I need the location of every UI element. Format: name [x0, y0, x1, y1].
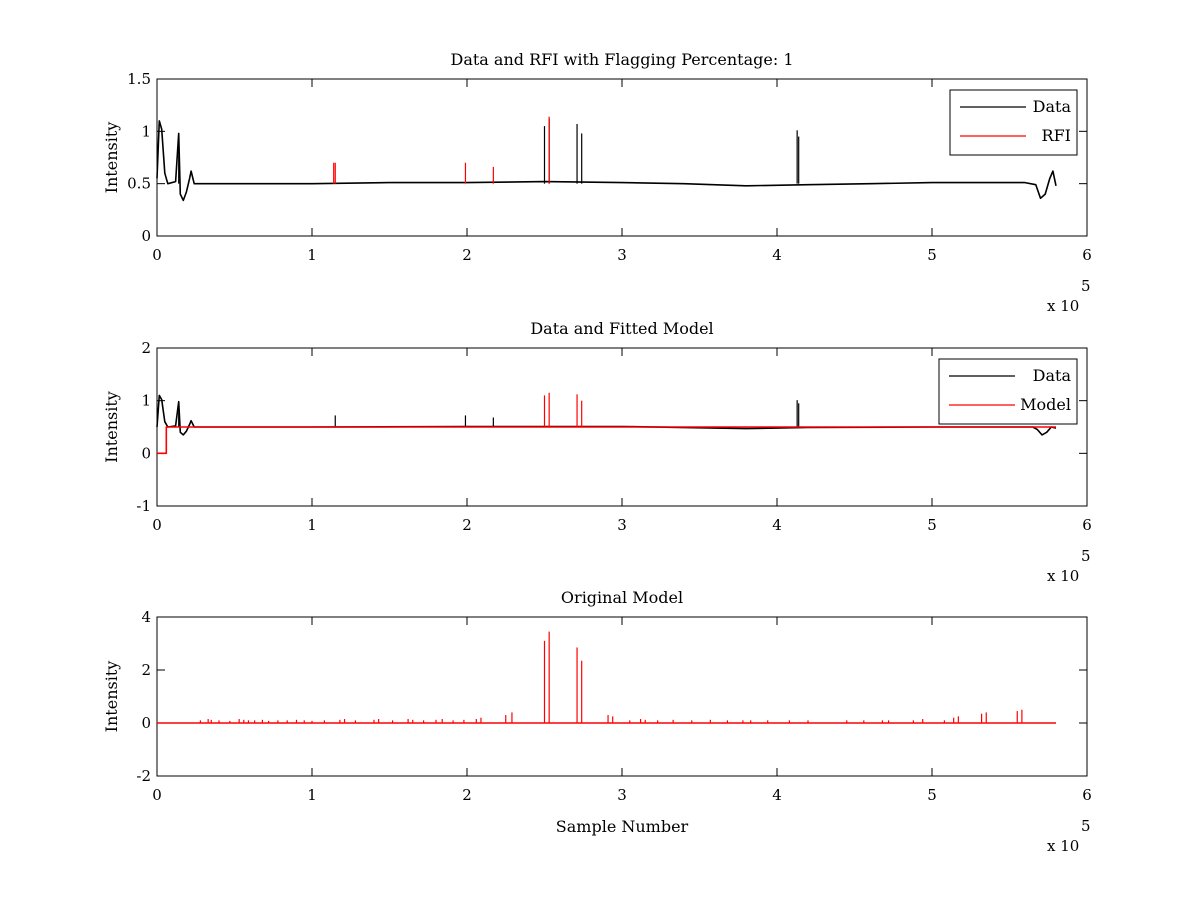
- y-axis-label: Intensity: [102, 122, 121, 194]
- y-tick-label: 2: [141, 661, 151, 679]
- chart-title: Data and Fitted Model: [530, 319, 713, 338]
- y-tick-label: 0: [141, 714, 151, 732]
- series-line-2: [157, 426, 1056, 455]
- legend-label: Data: [1033, 366, 1072, 385]
- x-tick-label: 3: [617, 516, 627, 534]
- x-tick-label: 3: [617, 786, 627, 804]
- y-tick-label: 2: [141, 339, 151, 357]
- y-tick-label: 0: [141, 444, 151, 462]
- x-tick-label: 0: [152, 246, 162, 264]
- x-axis-label: Sample Number: [556, 817, 689, 836]
- legend-label: RFI: [1042, 126, 1071, 145]
- chart-title: Original Model: [561, 588, 683, 607]
- x-tick-label: 6: [1082, 246, 1092, 264]
- x-tick-label: 1: [307, 246, 317, 264]
- legend-box: [938, 358, 1078, 425]
- x-tick-label: 6: [1082, 516, 1092, 534]
- x-multiplier-label: x 10: [1047, 297, 1079, 315]
- x-multiplier-label: x 10: [1047, 837, 1079, 855]
- series-line-1: [156, 120, 1057, 202]
- x-tick-label: 1: [307, 786, 317, 804]
- legend-label: Data: [1033, 97, 1072, 116]
- legend: Data RFI: [949, 89, 1078, 156]
- axes-box: [156, 616, 1088, 777]
- legend-label: Model: [1020, 395, 1071, 414]
- x-tick-label: 5: [927, 246, 937, 264]
- x-tick-label: 4: [772, 246, 782, 264]
- y-tick-label: -2: [136, 767, 151, 785]
- x-tick-label: 1: [307, 516, 317, 534]
- x-tick-label: 4: [772, 786, 782, 804]
- y-tick-label: 1.5: [127, 70, 151, 88]
- x-tick-label: 2: [462, 246, 472, 264]
- axes-box: [156, 78, 1088, 237]
- x-tick-label: 5: [927, 786, 937, 804]
- x-multiplier-exponent: 5: [1081, 817, 1091, 835]
- y-axis-label: Intensity: [102, 391, 121, 463]
- x-tick-label: 2: [462, 516, 472, 534]
- x-tick-label: 2: [462, 786, 472, 804]
- y-tick-label: 1: [141, 122, 151, 140]
- y-tick-label: 0.5: [127, 175, 151, 193]
- x-tick-label: 4: [772, 516, 782, 534]
- y-axis-label: Intensity: [102, 661, 121, 733]
- x-tick-label: 3: [617, 246, 627, 264]
- legend-box: [949, 89, 1078, 156]
- y-tick-label: 0: [141, 227, 151, 245]
- legend: Data Model: [938, 358, 1078, 425]
- chart-title: Data and RFI with Flagging Percentage: 1: [450, 50, 793, 69]
- y-tick-label: 4: [141, 608, 151, 626]
- y-tick-label: -1: [136, 497, 151, 515]
- x-tick-label: 0: [152, 786, 162, 804]
- y-tick-label: 1: [141, 392, 151, 410]
- x-multiplier-exponent: 5: [1081, 277, 1091, 295]
- x-multiplier-exponent: 5: [1081, 547, 1091, 565]
- x-multiplier-label: x 10: [1047, 567, 1079, 585]
- x-tick-label: 5: [927, 516, 937, 534]
- x-tick-label: 0: [152, 516, 162, 534]
- x-tick-label: 6: [1082, 786, 1092, 804]
